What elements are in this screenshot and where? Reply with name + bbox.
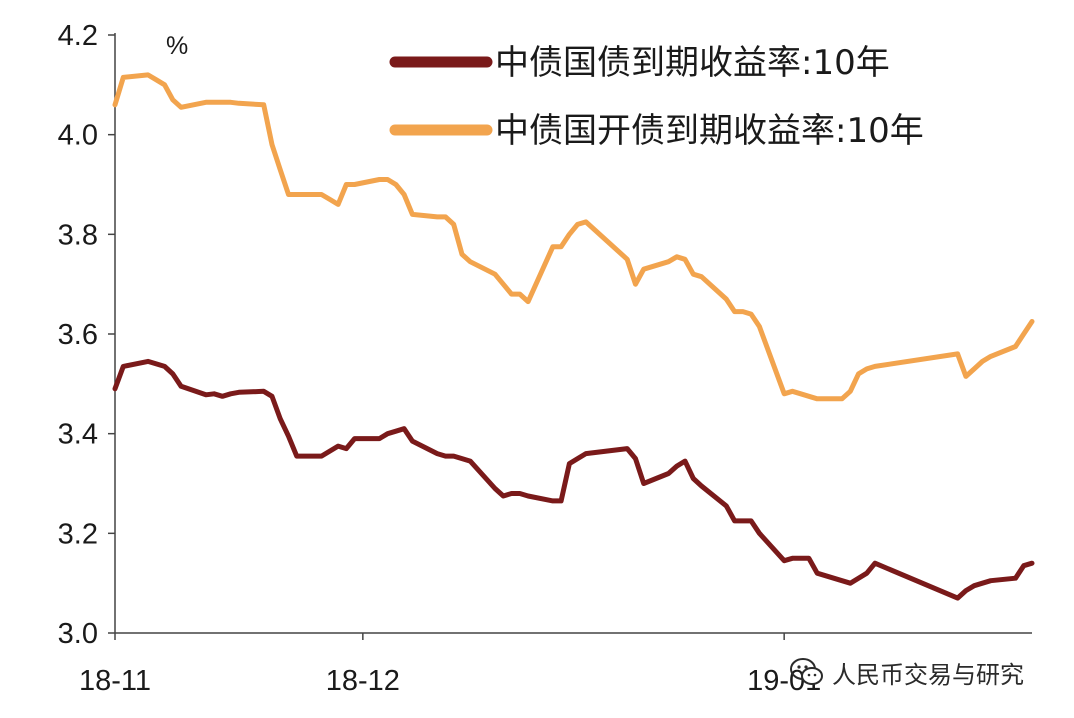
x-tick-label: 18-11: [79, 665, 151, 697]
watermark: 人民币交易与研究: [790, 652, 1060, 692]
series-layer: [112, 72, 1035, 601]
y-tick-label: 3.8: [58, 219, 98, 251]
legend-label: 中债国债到期收益率:10年: [495, 43, 890, 83]
y-tick-label: 4.2: [58, 20, 98, 52]
y-unit-label: %: [166, 32, 188, 60]
y-tick-label: 3.0: [58, 618, 98, 650]
y-tick-label: 4.0: [58, 120, 98, 152]
legend-label: 中债国开债到期收益率:10年: [495, 111, 924, 151]
series-line: [112, 358, 1035, 601]
y-tick-label: 3.4: [58, 419, 98, 451]
y-tick-label: 3.6: [58, 319, 98, 351]
axes: 3.03.23.43.63.84.04.218-11 18-12 19-01: [58, 20, 1032, 697]
x-tick-label: 18-12: [326, 665, 400, 697]
watermark-text: 人民币交易与研究: [832, 660, 1024, 689]
y-tick-label: 3.2: [58, 518, 98, 550]
series-line: [112, 72, 1035, 402]
wechat-icon: [790, 658, 823, 685]
